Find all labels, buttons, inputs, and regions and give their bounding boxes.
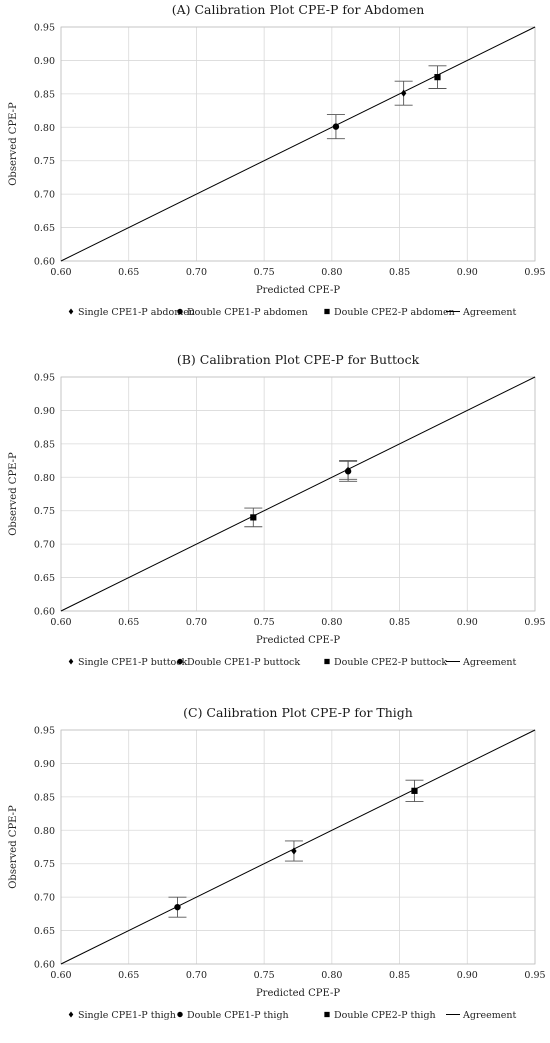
square-data-point [250,514,257,521]
legend-diamond-icon [68,308,74,315]
x-tick-label: 0.80 [321,617,342,628]
legend-circle-icon [177,1011,183,1018]
x-tick-label: 0.75 [254,970,275,981]
y-tick-label: 0.75 [34,506,55,517]
chart-title: (C) Calibration Plot CPE-P for Thigh [183,705,413,720]
x-tick-label: 0.90 [457,970,478,981]
y-tick-label: 0.90 [34,759,55,770]
x-axis-label: Predicted CPE-P [256,635,340,646]
y-tick-label: 0.80 [34,123,55,134]
legend-entry: Single CPE1-P thigh [78,1010,176,1021]
y-axis-label: Observed CPE-P [8,452,19,536]
y-tick-label: 0.95 [34,23,55,34]
x-tick-label: 0.65 [118,267,139,278]
legend-entry: Double CPE2-P abdomen [334,307,455,318]
calibration-chart-buttock: (B) Calibration Plot CPE-P for Buttock 0.… [8,352,546,668]
legend-circle-icon [177,658,183,665]
y-tick-label: 0.65 [34,573,55,584]
chart-title: (B) Calibration Plot CPE-P for Buttock [177,352,420,367]
y-tick-label: 0.80 [34,473,55,484]
plot-frame [60,26,536,262]
y-tick-label: 0.85 [34,439,55,450]
legend-square-icon [324,1011,330,1018]
y-axis-label: Observed CPE-P [8,102,19,186]
x-tick-label: 0.95 [524,267,545,278]
legend-diamond-icon [68,658,74,665]
x-tick-label: 0.75 [254,267,275,278]
y-axis-label: Observed CPE-P [8,805,19,889]
x-tick-label: 0.80 [321,267,342,278]
x-tick-label: 0.60 [50,617,71,628]
y-tick-label: 0.75 [34,859,55,870]
y-tick-label: 0.70 [34,190,55,201]
y-tick-label: 0.60 [34,960,55,971]
y-tick-label: 0.65 [34,926,55,937]
y-tick-label: 0.65 [34,223,55,234]
legend-entry: Agreement [462,657,516,668]
square-data-point [411,787,418,794]
x-tick-label: 0.85 [389,970,410,981]
x-tick-label: 0.95 [524,970,545,981]
legend-square-icon [324,308,330,315]
plot-frame [60,376,536,612]
x-tick-label: 0.60 [50,970,71,981]
x-axis-label: Predicted CPE-P [256,285,340,296]
x-tick-label: 0.95 [524,617,545,628]
legend-entry: Single CPE1-P abdomen [78,307,195,318]
agreement-line [60,729,536,965]
plot-frame [60,729,536,965]
y-tick-label: 0.85 [34,792,55,803]
x-axis-label: Predicted CPE-P [256,988,340,999]
x-tick-label: 0.70 [186,970,207,981]
legend-entry: Agreement [462,1010,516,1021]
y-tick-label: 0.90 [34,406,55,417]
x-tick-label: 0.85 [389,267,410,278]
legend-square-icon [324,658,330,665]
square-data-point [434,74,441,81]
x-tick-label: 0.70 [186,617,207,628]
legend-entry: Single CPE1-P buttock [78,657,188,668]
y-tick-label: 0.75 [34,156,55,167]
x-tick-label: 0.70 [186,267,207,278]
y-tick-label: 0.60 [34,257,55,268]
legend-entry: Agreement [462,307,516,318]
y-tick-label: 0.95 [34,373,55,384]
x-tick-label: 0.65 [118,970,139,981]
x-tick-label: 0.90 [457,617,478,628]
calibration-chart-abdomen: (A) Calibration Plot CPE-P for Abdomen 0.… [8,2,546,318]
y-tick-label: 0.90 [34,56,55,67]
chart-title: (A) Calibration Plot CPE-P for Abdomen [172,2,425,17]
legend-circle-icon [177,308,183,315]
agreement-line [60,26,536,262]
x-tick-label: 0.65 [118,617,139,628]
y-tick-label: 0.60 [34,607,55,618]
y-tick-label: 0.70 [34,893,55,904]
x-tick-label: 0.75 [254,617,275,628]
agreement-line [60,376,536,612]
x-tick-label: 0.80 [321,970,342,981]
legend-entry: Double CPE1-P buttock [187,657,300,668]
y-tick-label: 0.95 [34,726,55,737]
calibration-chart-thigh: (C) Calibration Plot CPE-P for Thigh 0.60… [8,705,546,1021]
y-tick-label: 0.80 [34,826,55,837]
x-tick-label: 0.90 [457,267,478,278]
x-tick-label: 0.85 [389,617,410,628]
legend-entry: Double CPE2-P buttock [334,657,447,668]
legend-entry: Double CPE1-P abdomen [187,307,308,318]
legend-diamond-icon [68,1011,74,1018]
legend-entry: Double CPE2-P thigh [334,1010,436,1021]
x-tick-label: 0.60 [50,267,71,278]
legend-entry: Double CPE1-P thigh [187,1010,289,1021]
y-tick-label: 0.70 [34,540,55,551]
y-tick-label: 0.85 [34,89,55,100]
